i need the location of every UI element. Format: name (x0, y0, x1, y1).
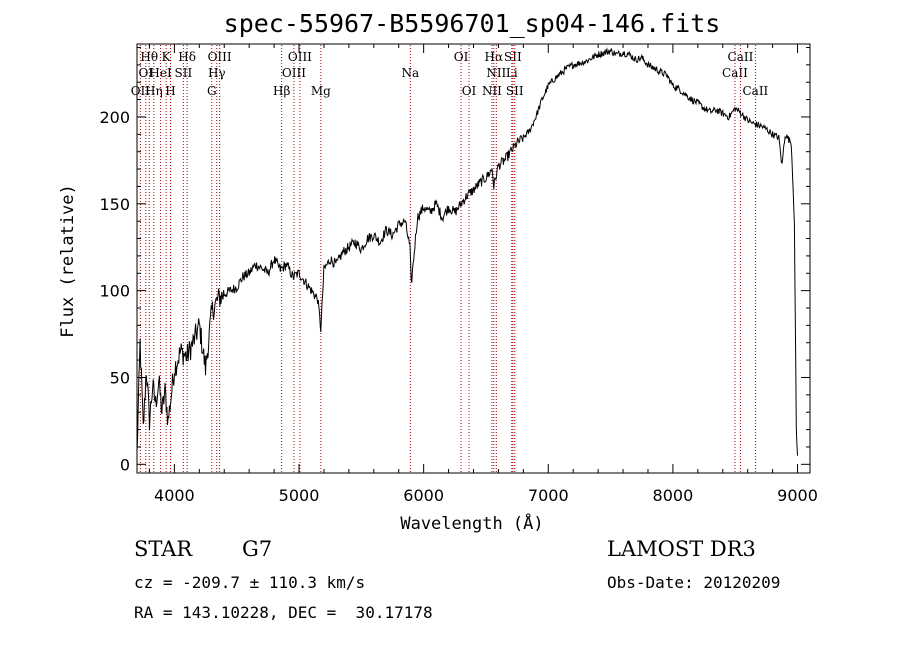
spectral-line-label: Li (506, 66, 518, 80)
survey-name: LAMOST DR3 (607, 537, 756, 561)
spectral-line-label: Hγ (208, 66, 226, 80)
y-axis-label: Flux (relative) (58, 184, 78, 338)
spectral-line-label: Mg (311, 84, 331, 98)
plot-frame (136, 43, 811, 474)
spectral-line-label: Hη (145, 84, 163, 98)
y-tick-label: 150 (99, 195, 130, 214)
x-tick-label: 5000 (279, 486, 320, 505)
x-axis-label: Wavelength (Å) (400, 512, 543, 534)
y-tick-label: 0 (120, 455, 130, 474)
spectral-line-label: H (165, 84, 175, 98)
spectral-line-label: HeI (149, 66, 172, 80)
x-tick-label: 4000 (154, 486, 195, 505)
spectral-line-label: K (162, 50, 172, 64)
spectral-line-label: CaII (742, 84, 768, 98)
spectral-line-label: OIII (208, 50, 232, 64)
spectral-line-label: NII (486, 66, 506, 80)
spectral-line-label: CaII (722, 66, 748, 80)
x-tick-label: 9000 (777, 486, 818, 505)
spectral-line-label: OI (462, 84, 477, 98)
spectral-line-label: SII (504, 50, 522, 64)
axis-ticks-layer: 4000 5000 6000 7000 8000 9000 0 50 100 150 200 (99, 44, 818, 505)
spectral-line-label: OI (454, 50, 469, 64)
spectral-line-label: OIII (282, 66, 306, 80)
spectral-line-label: Hθ (140, 50, 158, 64)
spectral-line-label: CaII (728, 50, 754, 64)
x-tick-label: 6000 (403, 486, 444, 505)
x-tick-label: 7000 (528, 486, 569, 505)
spectral-line-label: Hβ (273, 84, 290, 98)
spectral-line-label: SII (506, 84, 524, 98)
spectral-line-label: Na (401, 66, 419, 80)
object-subclass: G7 (242, 537, 273, 561)
x-tick-label: 8000 (653, 486, 694, 505)
object-class: STAR (134, 537, 193, 561)
flux-series-line (136, 47, 798, 456)
spectral-line-label: G (207, 84, 217, 98)
y-tick-label: 50 (110, 368, 130, 387)
redshift-readout: cz = -209.7 ± 110.3 km/s (134, 573, 366, 592)
obs-date: Obs-Date: 20120209 (607, 573, 781, 592)
spectral-line-label: Hδ (178, 50, 196, 64)
spectral-lines-layer: OIIOIHθHηHeIKHSIIHδGHγOIIIHβOIIIOIIIMgNa… (131, 45, 769, 473)
coordinates-readout: RA = 143.10228, DEC = 30.17178 (134, 603, 433, 622)
spectral-line-label: SII (175, 66, 193, 80)
spectral-line-label: NII (482, 84, 502, 98)
spectral-line-label: Hα (485, 50, 504, 64)
y-tick-label: 200 (99, 108, 130, 127)
chart-title: spec-55967-B5596701_sp04-146.fits (224, 9, 721, 38)
y-tick-label: 100 (99, 282, 130, 301)
spectral-line-label: OIII (288, 50, 312, 64)
